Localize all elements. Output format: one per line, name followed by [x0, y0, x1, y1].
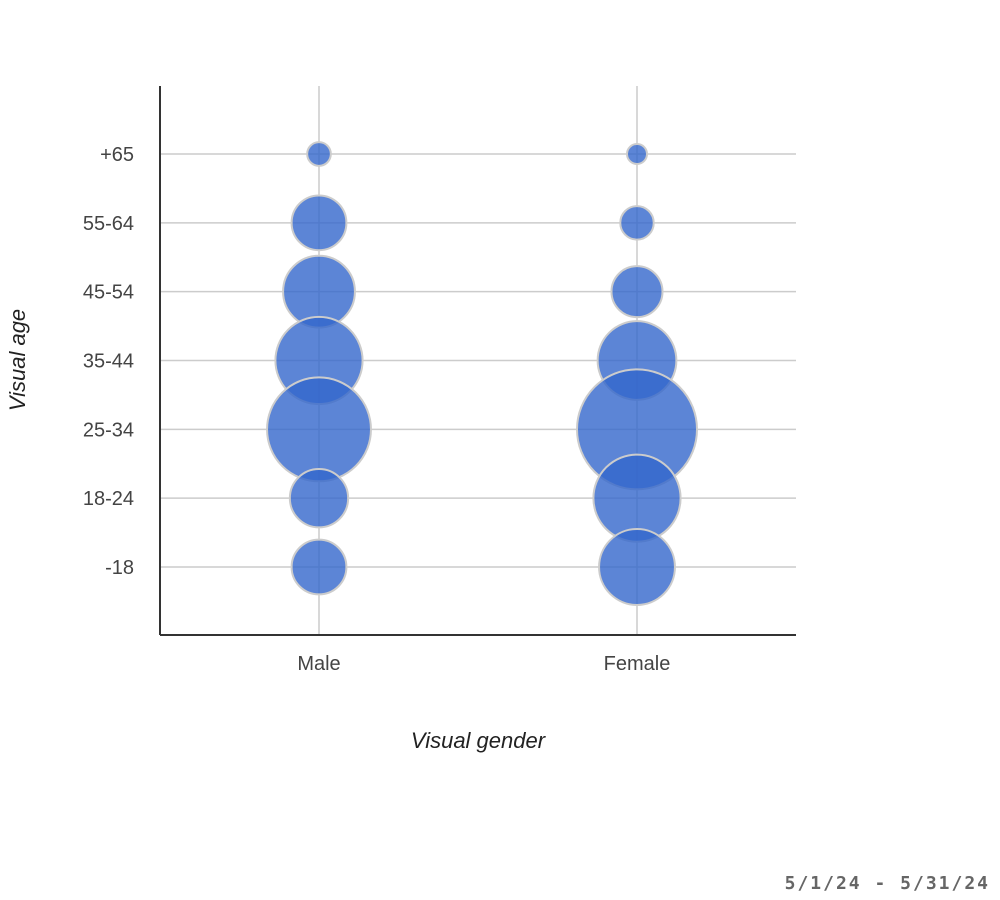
bubble-male-18-24 [288, 468, 350, 529]
bubble-female-+65 [626, 143, 648, 165]
date-range-label: 5/1/24 - 5/31/24 [784, 873, 990, 894]
y-tick-label: +65 [100, 144, 134, 166]
y-tick-label: 55-64 [83, 213, 134, 235]
bubble-series [266, 141, 698, 606]
axes [159, 86, 796, 636]
y-axis-title: Visual age [5, 309, 30, 411]
x-tick-label: Male [297, 653, 340, 675]
x-axis-tick-labels: Male Female [297, 653, 670, 675]
x-axis-title: Visual gender [411, 728, 547, 753]
bubble-male--18 [290, 538, 348, 596]
y-tick-label: 25-34 [83, 419, 134, 441]
y-axis-tick-labels: -18 18-24 25-34 35-44 45-54 55-64 +65 [83, 144, 134, 579]
y-tick-label: 45-54 [83, 282, 134, 304]
y-tick-label: 18-24 [83, 488, 134, 510]
y-tick-label: -18 [105, 557, 134, 579]
bubble-male-25-34 [266, 376, 372, 483]
bubble-female-55-64 [619, 205, 655, 241]
bubble-male-55-64 [290, 194, 348, 252]
x-tick-label: Female [604, 653, 671, 675]
bubble-female-45-54 [610, 265, 664, 319]
bubble-female--18 [598, 528, 676, 606]
bubble-chart: -18 18-24 25-34 35-44 45-54 55-64 +65 Male Fema… [5, 86, 796, 753]
y-tick-label: 35-44 [83, 351, 134, 373]
horizontal-grid-lines [160, 153, 796, 568]
bubble-male-+65 [306, 141, 332, 167]
